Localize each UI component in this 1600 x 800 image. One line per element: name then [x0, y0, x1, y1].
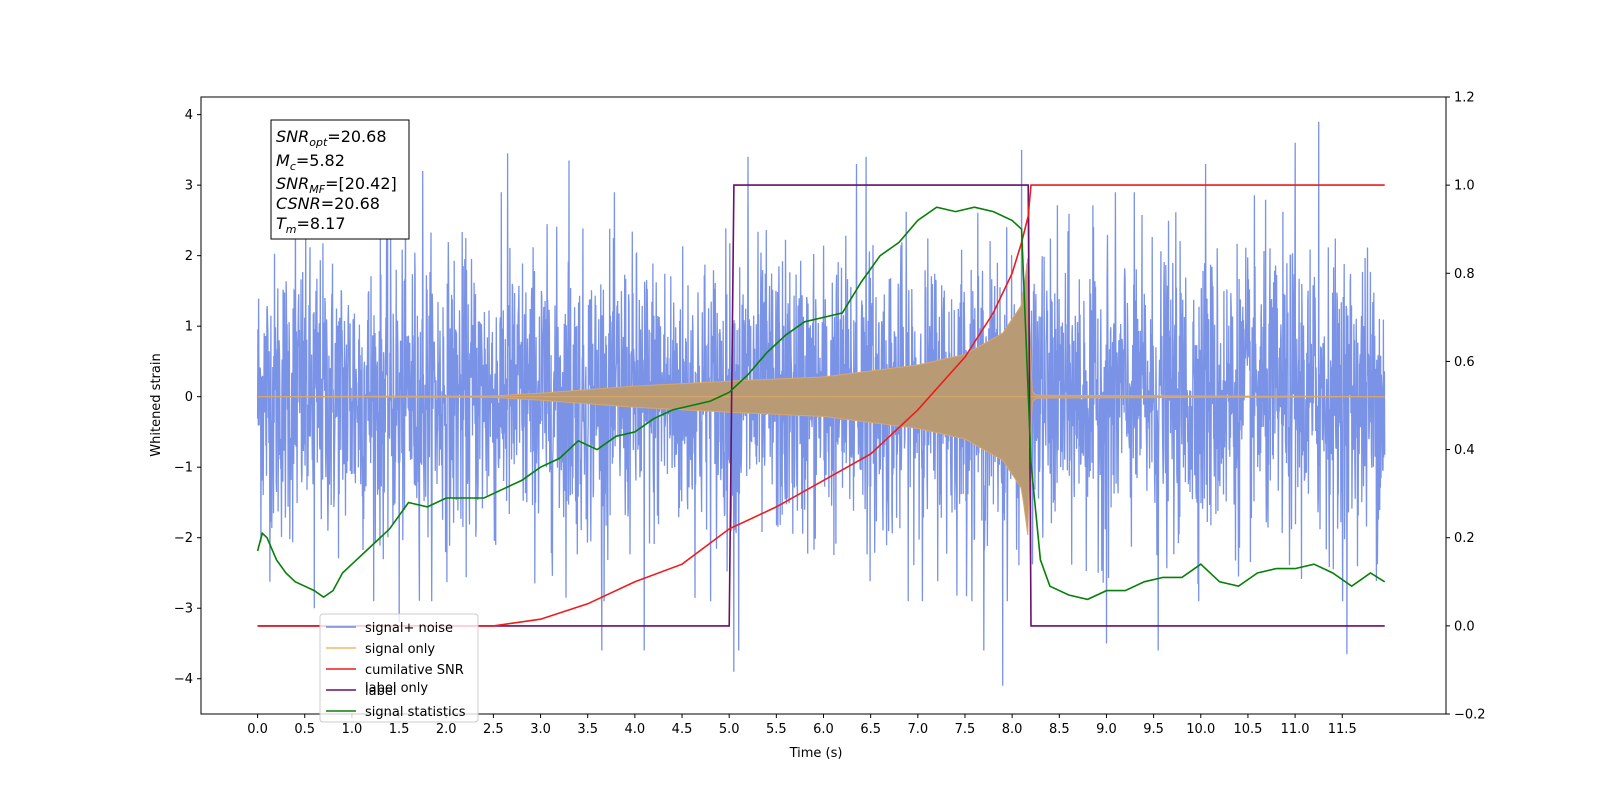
info-csnr: CSNR=20.68 [276, 194, 380, 213]
y-right-tick-label: 0.8 [1454, 267, 1475, 282]
x-tick-label: 2.0 [436, 722, 457, 737]
x-axis-ticks: 0.0 0.5 1.0 1.5 2.0 2.5 3.0 3.5 4.0 4.5 5.0 5.5 6.0 6… [247, 714, 1357, 737]
y-left-tick-label: −3 [174, 602, 193, 617]
y-left-tick-label: 4 [185, 108, 193, 123]
y-left-tick-label: −2 [174, 531, 193, 546]
info-box: SNRopt=20.68 Mc=5.82 SNRMF=[20.42] CSNR=… [270, 119, 410, 240]
legend-label: signal only [365, 642, 435, 657]
x-tick-label: 1.0 [342, 722, 363, 737]
series-label [257, 184, 1385, 627]
info-snr-opt: SNRopt=20.68 [276, 127, 387, 149]
x-tick-label: 6.5 [860, 722, 881, 737]
signal-noise-layer [256, 121, 1386, 686]
x-tick-label: 7.5 [955, 722, 976, 737]
info-tm: Tm=8.17 [276, 214, 346, 236]
right-axis-lines-layer [256, 184, 1386, 627]
info-mc: Mc=5.82 [276, 151, 345, 173]
y-left-tick-label: 0 [185, 390, 193, 405]
legend-label: cumilative SNR [365, 663, 464, 678]
x-tick-label: 4.0 [625, 722, 646, 737]
x-tick-label: 11.5 [1328, 722, 1357, 737]
y-left-tick-label: −4 [174, 672, 193, 687]
y-left-axis-ticks: −4 −3 −2 −1 0 1 2 3 4 [174, 108, 201, 687]
y-right-tick-label: 0.6 [1454, 355, 1475, 370]
y-axis-label: Whitened strain [149, 353, 164, 456]
y-right-tick-label: −0.2 [1454, 708, 1486, 723]
legend-hidden-text: label only [365, 681, 428, 696]
x-tick-label: 6.0 [813, 722, 834, 737]
y-right-tick-label: 0.0 [1454, 619, 1475, 634]
y-right-tick-label: 0.4 [1454, 443, 1475, 458]
x-tick-label: 7.0 [907, 722, 928, 737]
x-tick-label: 0.5 [294, 722, 315, 737]
legend-label: label [365, 684, 396, 699]
legend-label: signal statistics [365, 705, 466, 720]
x-tick-label: 10.0 [1186, 722, 1215, 737]
y-right-tick-label: 1.2 [1454, 91, 1475, 106]
x-tick-label: 5.5 [766, 722, 787, 737]
y-left-tick-label: −1 [174, 461, 193, 476]
x-tick-label: 10.5 [1233, 722, 1262, 737]
series-signal-statistics [256, 206, 1386, 601]
x-tick-label: 8.0 [1002, 722, 1023, 737]
x-tick-label: 8.5 [1049, 722, 1070, 737]
y-right-tick-label: 1.0 [1454, 179, 1475, 194]
x-tick-label: 9.5 [1143, 722, 1164, 737]
y-left-tick-label: 3 [185, 179, 193, 194]
y-right-axis-ticks: −0.2 0.0 0.2 0.4 0.6 0.8 1.0 1.2 [1446, 91, 1486, 723]
x-tick-label: 1.5 [389, 722, 410, 737]
x-tick-label: 4.5 [672, 722, 693, 737]
x-tick-label: 11.0 [1281, 722, 1310, 737]
x-tick-label: 5.0 [719, 722, 740, 737]
series-signal-noise [256, 121, 1386, 686]
y-left-tick-label: 1 [185, 320, 193, 335]
x-tick-label: 9.0 [1096, 722, 1117, 737]
x-tick-label: 3.5 [577, 722, 598, 737]
x-tick-label: 3.0 [530, 722, 551, 737]
legend-label: signal+ noise [365, 621, 453, 636]
signal-only-layer [257, 258, 1385, 536]
y-right-tick-label: 0.2 [1454, 531, 1475, 546]
legend: label only signal+ noise signal only cumil… [319, 613, 479, 723]
x-tick-label: 2.5 [483, 722, 504, 737]
info-snr-mf: SNRMF=[20.42] [276, 174, 397, 196]
x-axis-label: Time (s) [789, 746, 843, 761]
y-left-tick-label: 2 [185, 249, 193, 264]
x-tick-label: 0.0 [247, 722, 268, 737]
plot-area [256, 121, 1386, 686]
